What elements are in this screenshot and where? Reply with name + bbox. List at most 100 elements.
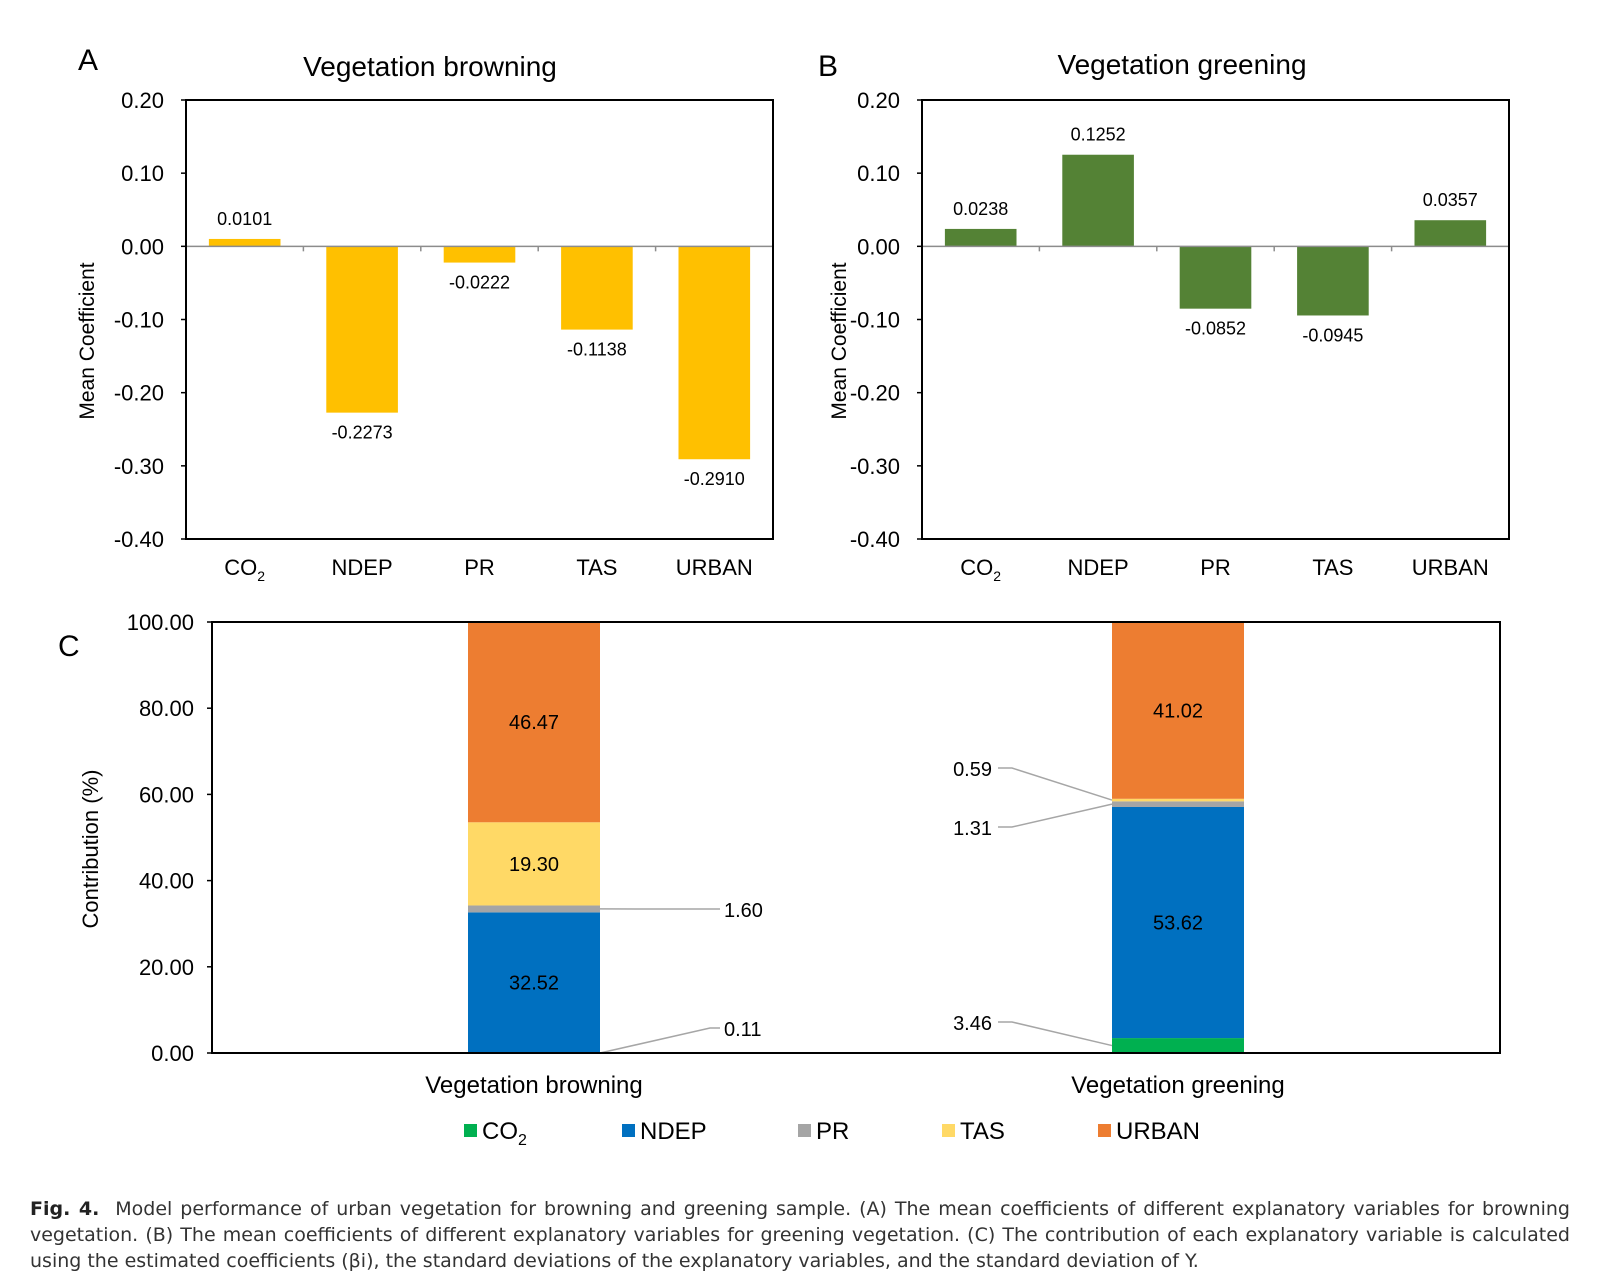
panel-a-ylabel: Mean Coefficient (76, 262, 99, 419)
ytick-label: 0.10 (857, 161, 900, 186)
segment-urban (1112, 622, 1244, 799)
callout-label-tas: 0.59 (953, 759, 992, 781)
panel-a-bars: 0.0101 CO2 -0.2273 NDEP -0.0222 PR -0.1138 TAS -… (186, 209, 773, 584)
ytick-label: 40.00 (139, 869, 194, 894)
figure-canvas: A Vegetation browning Mean Coefficient 0… (58, 44, 1510, 1149)
xtick-label-ndep: NDEP (1068, 555, 1129, 580)
xtick-label-co2: CO2 (224, 555, 265, 584)
callout-line (998, 1021, 1113, 1047)
ytick-label: -0.30 (850, 454, 900, 479)
ytick-label: 100.00 (127, 610, 194, 635)
panel-c: C Contribution (%) 100.00 80.00 60.00 40.00… (58, 610, 1501, 1149)
bar-tas (1297, 246, 1369, 316)
bar-value-label: 0.0101 (217, 209, 272, 229)
bar-co2 (944, 228, 1017, 247)
bar-co2 (208, 238, 281, 247)
panel-c-callouts: 0.11 1.60 3.46 1.31 0.59 (599, 759, 1113, 1054)
callout-line (998, 803, 1113, 828)
ytick-label: 20.00 (139, 955, 194, 980)
panel-b-letter: B (818, 50, 838, 83)
segment-tas (468, 822, 600, 906)
panel-a: A Vegetation browning Mean Coefficient 0… (76, 44, 774, 584)
panel-b: B Vegetation greening Mean Coefficient 0… (818, 49, 1510, 584)
panel-c-letter: C (58, 630, 80, 663)
bar-urban (678, 246, 751, 460)
segment-tas (1112, 798, 1244, 802)
xtick-label-urban: URBAN (676, 555, 753, 580)
panel-a-plot-frame (185, 99, 774, 540)
segment-value-label: 19.30 (509, 854, 559, 876)
bar-value-label: -0.2273 (332, 423, 393, 443)
legend-label-tas: TAS (960, 1118, 1005, 1145)
legend-swatch-tas (942, 1124, 955, 1137)
xtick-label-co2: CO2 (960, 555, 1001, 584)
segment-ndep (468, 912, 600, 1053)
legend-swatch-co2 (464, 1124, 477, 1137)
segment-ndep (1112, 806, 1244, 1039)
panel-c-ylabel: Contribution (%) (78, 770, 103, 929)
legend-label-urban: URBAN (1116, 1118, 1200, 1145)
bar-value-label: 0.0357 (1423, 190, 1478, 210)
legend-swatch-pr (798, 1124, 811, 1137)
segment-value-label: 53.62 (1153, 913, 1203, 935)
panel-b-bars: 0.0238 CO2 0.1252 NDEP -0.0852 PR -0.0945 TAS 0.… (922, 125, 1509, 584)
bar-ndep (1062, 154, 1134, 247)
callout-label-pr: 1.31 (953, 818, 992, 840)
xtick-label-tas: TAS (1312, 555, 1353, 580)
ytick-label: -0.20 (114, 381, 164, 406)
panel-b-ylabel: Mean Coefficient (828, 262, 851, 419)
ytick-label: -0.40 (114, 527, 164, 552)
panel-c-stacked-bars: 32.52 19.30 46.47 Vegetation browning 53.62 4… (425, 622, 1285, 1099)
xtick-label-urban: URBAN (1412, 555, 1489, 580)
ytick-label: -0.10 (114, 308, 164, 333)
segment-pr (1112, 801, 1244, 807)
ytick-label: 0.00 (857, 234, 900, 259)
ytick-label: 60.00 (139, 782, 194, 807)
segment-value-label: 41.02 (1153, 700, 1203, 722)
panel-c-legend: CO2 NDEP PR TAS URBAN (464, 1118, 1200, 1149)
panel-a-yticks: 0.20 0.10 0.00 -0.10 -0.20 -0.30 -0.40 (114, 88, 186, 552)
callout-label-co2: 0.11 (724, 1019, 761, 1041)
panel-b-yticks: 0.20 0.10 0.00 -0.10 -0.20 -0.30 -0.40 (850, 88, 922, 552)
panel-b-plot-frame (921, 99, 1510, 540)
ytick-label: 80.00 (139, 696, 194, 721)
ytick-label: 0.10 (121, 161, 164, 186)
ytick-label: -0.10 (850, 308, 900, 333)
ytick-label: -0.20 (850, 381, 900, 406)
panel-b-title: Vegetation greening (1057, 49, 1306, 80)
xtick-label-tas: TAS (576, 555, 617, 580)
xtick-label: Vegetation greening (1071, 1072, 1285, 1099)
legend-label-pr: PR (816, 1118, 849, 1145)
bar-urban (1414, 220, 1487, 247)
caption-text: Model performance of urban vegetation fo… (30, 1198, 1570, 1272)
panel-c-yticks: 100.00 80.00 60.00 40.00 20.00 0.00 (127, 610, 212, 1066)
bar-tas (561, 246, 633, 330)
segment-pr (468, 905, 600, 913)
legend-swatch-ndep (622, 1124, 635, 1137)
bar-value-label: -0.1138 (567, 340, 627, 360)
legend-label-co2: CO2 (482, 1118, 527, 1149)
ytick-label: 0.20 (857, 88, 900, 113)
segment-value-label: 32.52 (509, 972, 559, 994)
xtick-label: Vegetation browning (425, 1072, 643, 1099)
legend-label-ndep: NDEP (640, 1118, 707, 1145)
bar-value-label: -0.0852 (1185, 319, 1246, 339)
figure-label: Fig. 4. (30, 1198, 100, 1220)
bar-value-label: 0.0238 (953, 199, 1008, 219)
ytick-label: -0.40 (850, 527, 900, 552)
bar-value-label: -0.0945 (1302, 325, 1363, 345)
ytick-label: 0.00 (121, 234, 164, 259)
figure-caption: Fig. 4. Model performance of urban veget… (30, 1196, 1570, 1274)
panel-c-plot-frame (211, 621, 1501, 1054)
bar-pr (443, 246, 516, 263)
ytick-label: 0.20 (121, 88, 164, 113)
bar-value-label: 0.1252 (1071, 125, 1126, 145)
segment-urban (468, 622, 600, 823)
callout-line (599, 1027, 720, 1054)
bar-value-label: -0.0222 (449, 273, 510, 293)
callout-line (998, 767, 1113, 801)
bar-ndep (326, 246, 398, 413)
panel-a-title: Vegetation browning (303, 51, 557, 82)
ytick-label: 0.00 (151, 1041, 194, 1066)
segment-co2 (1112, 1038, 1244, 1053)
